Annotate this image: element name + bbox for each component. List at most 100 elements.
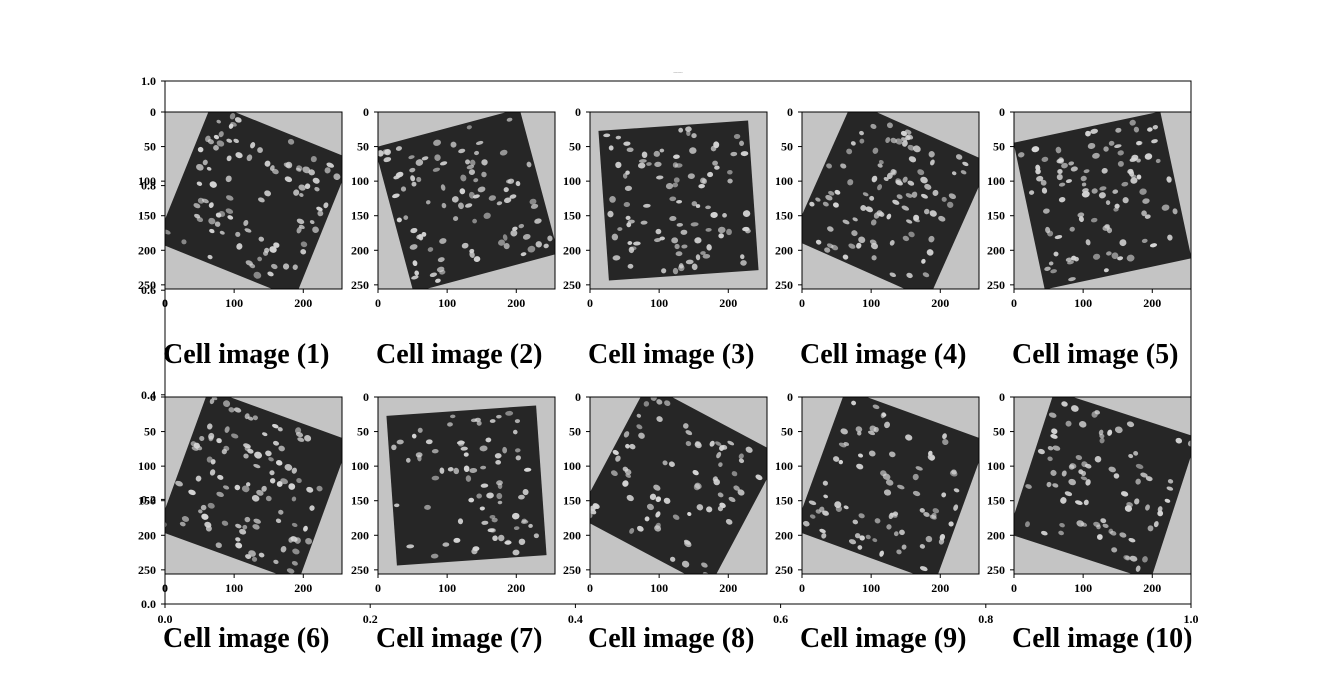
cell-nucleus — [472, 218, 478, 224]
cell-nucleus — [181, 239, 187, 245]
cell-image-panel-2: 0 50 100 150 200 250 0 100 200 Cell image (2) — [351, 105, 556, 370]
cell-nucleus — [522, 488, 529, 496]
cell-nucleus — [615, 455, 621, 462]
cell-nucleus — [627, 240, 633, 245]
cell-nucleus — [1135, 463, 1144, 469]
cell-micrograph — [1014, 397, 1191, 574]
cell-nucleus — [930, 159, 935, 166]
cell-nucleus — [248, 550, 256, 557]
cell-nucleus — [1115, 127, 1122, 133]
cell-nucleus — [1077, 212, 1085, 218]
cell-nucleus — [543, 243, 549, 249]
cell-nucleus — [858, 453, 864, 458]
cell-nucleus — [856, 463, 864, 470]
panel-y-tick-label: 200 — [351, 528, 369, 542]
cell-nucleus — [476, 493, 482, 499]
cell-nucleus — [1092, 152, 1100, 159]
cell-nucleus — [622, 173, 628, 179]
panel-x-tick-label: 100 — [650, 296, 668, 310]
cell-nucleus — [740, 151, 749, 157]
panel-y-tick-label: 200 — [775, 243, 793, 257]
panel-y-tick-label: 250 — [563, 278, 581, 292]
cell-nucleus — [326, 162, 335, 168]
panel-y-tick-label: 200 — [351, 243, 369, 257]
cell-nucleus — [535, 241, 542, 248]
cell-nucleus — [874, 518, 881, 524]
cell-nucleus — [1092, 253, 1101, 260]
cell-nucleus — [208, 432, 215, 440]
cell-nucleus — [902, 140, 908, 147]
cell-nucleus — [1103, 146, 1109, 152]
cell-nucleus — [733, 133, 741, 139]
cell-nucleus — [492, 535, 498, 542]
cell-nucleus — [226, 155, 232, 162]
cell-nucleus — [195, 475, 202, 482]
cell-nucleus — [165, 229, 171, 235]
cell-nucleus — [236, 243, 243, 250]
cell-nucleus — [848, 539, 857, 545]
cell-nucleus — [669, 196, 677, 202]
cell-nucleus — [920, 193, 928, 199]
cell-nucleus — [434, 154, 441, 161]
cell-nucleus — [1133, 126, 1140, 133]
cell-nucleus — [265, 450, 272, 457]
panel-x-tick-label: 0 — [162, 581, 168, 595]
cell-nucleus — [1122, 197, 1129, 204]
cell-nucleus — [808, 500, 817, 506]
cell-nucleus — [300, 241, 308, 248]
cell-nucleus — [179, 521, 186, 527]
panel-y-tick-label: 50 — [993, 425, 1005, 439]
cell-nucleus — [1100, 518, 1107, 524]
cell-nucleus — [505, 410, 514, 416]
cell-nucleus — [291, 561, 298, 566]
cell-nucleus — [859, 130, 864, 136]
cell-nucleus — [938, 215, 946, 222]
cell-nucleus — [175, 480, 183, 487]
cell-nucleus — [1058, 197, 1066, 203]
cell-nucleus — [892, 199, 900, 205]
panel-y-tick-label: 100 — [987, 174, 1005, 188]
cell-nucleus — [625, 215, 631, 220]
cell-nucleus — [842, 219, 850, 225]
cell-nucleus — [466, 164, 475, 170]
cell-nucleus — [199, 435, 205, 441]
cell-nucleus — [506, 117, 513, 122]
panel-y-tick-label: 250 — [351, 278, 369, 292]
cell-nucleus — [225, 175, 232, 183]
cell-nucleus — [253, 271, 262, 279]
cell-nucleus — [470, 418, 478, 423]
panel-caption: Cell image (5) — [1012, 339, 1178, 370]
cell-nucleus — [324, 167, 331, 174]
cell-nucleus — [252, 524, 260, 530]
cell-nucleus — [1061, 162, 1068, 169]
cell-nucleus — [893, 531, 899, 537]
cell-nucleus — [1058, 182, 1066, 187]
cell-nucleus — [528, 523, 533, 528]
cell-nucleus — [857, 545, 863, 550]
cell-nucleus — [216, 491, 224, 498]
cell-nucleus — [209, 469, 216, 476]
panel-x-tick-label: 200 — [719, 581, 737, 595]
cell-nucleus — [872, 147, 879, 154]
cell-nucleus — [873, 426, 879, 433]
cell-nucleus — [819, 528, 826, 534]
cell-micrograph — [598, 120, 759, 281]
cell-nucleus — [848, 243, 856, 249]
cell-nucleus — [312, 177, 320, 184]
cell-nucleus — [1140, 472, 1148, 478]
cell-nucleus — [491, 517, 498, 523]
cell-nucleus — [458, 202, 464, 210]
cell-nucleus — [502, 446, 508, 454]
cell-nucleus — [869, 195, 875, 201]
cell-nucleus — [694, 237, 702, 244]
cell-nucleus — [514, 419, 521, 424]
cell-nucleus — [463, 465, 470, 473]
cell-nucleus — [1119, 239, 1127, 247]
cell-nucleus — [242, 524, 248, 530]
cell-nucleus — [410, 175, 416, 182]
cell-nucleus — [649, 493, 657, 501]
cell-nucleus — [906, 272, 913, 279]
cell-nucleus — [728, 496, 736, 503]
cell-nucleus — [382, 149, 389, 155]
cell-nucleus — [456, 440, 465, 445]
